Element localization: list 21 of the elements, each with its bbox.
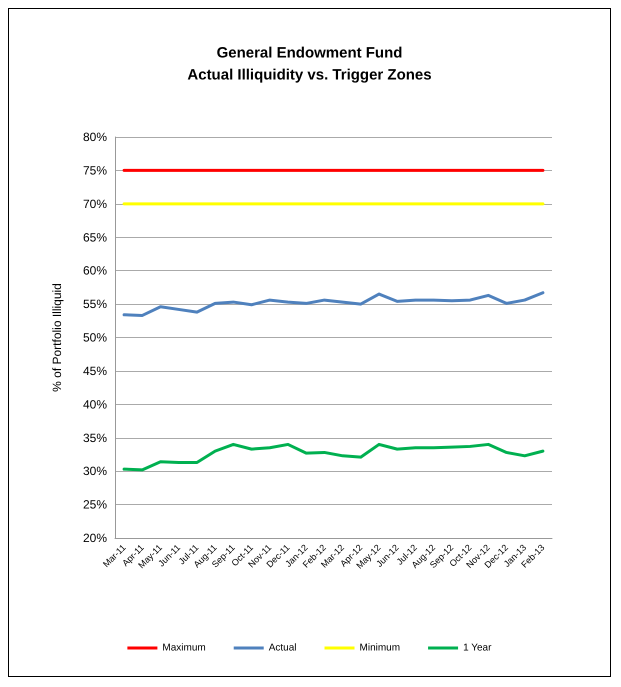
y-tick-label: 20% [82, 531, 108, 545]
y-tick-label: 40% [82, 397, 108, 412]
y-tick-label: 65% [82, 230, 108, 244]
line-series [122, 291, 544, 317]
line-series [122, 442, 544, 472]
y-tick-label: 45% [82, 364, 108, 378]
y-tick-label: 60% [82, 264, 108, 278]
legend-label: Actual [268, 642, 297, 654]
legend-label: Maximum [162, 642, 206, 654]
y-tick-label: 80% [82, 130, 108, 144]
y-tick-label: 55% [82, 297, 108, 312]
y-tick-label: 70% [82, 196, 108, 211]
y-axis-title: % of Portfolio Illiquid [50, 283, 64, 392]
legend-label: Minimum [360, 642, 400, 654]
y-tick-label: 35% [82, 430, 108, 445]
chart-title: General Endowment Fund Actual Illiquidity vs. Trigger Zones [187, 44, 432, 84]
y-tick-label: 30% [82, 464, 108, 478]
y-tick-label: 75% [82, 163, 108, 178]
legend-label: 1 Year [463, 642, 492, 654]
y-tick-label: 50% [82, 330, 108, 344]
y-tick-label: 25% [82, 498, 108, 512]
